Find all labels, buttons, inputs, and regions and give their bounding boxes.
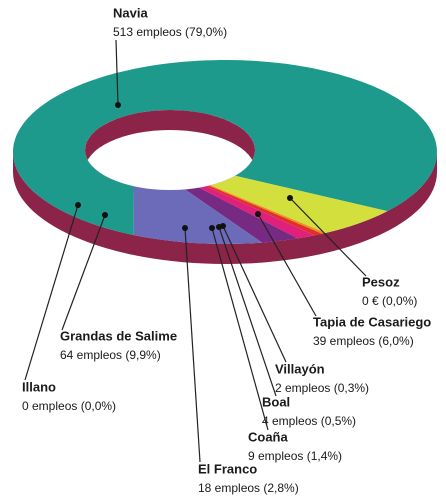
value-label: 9 empleos (1,4%) (248, 449, 342, 463)
value-label: 39 empleos (6,0%) (313, 334, 414, 348)
donut (13, 60, 437, 264)
leader-line (289, 197, 367, 277)
category-label: Grandas de Salime (60, 328, 177, 343)
leader-dot (102, 212, 108, 218)
category-label: Navia (113, 5, 148, 20)
value-label: 2 empleos (0,3%) (275, 381, 369, 395)
leader-line (218, 226, 277, 397)
leader-line (257, 213, 317, 317)
donut-slice (133, 186, 262, 244)
leader-dot (216, 224, 222, 230)
leader-line (222, 225, 287, 363)
leader-line (61, 214, 106, 331)
value-label: 18 empleos (2,8%) (198, 481, 299, 495)
category-label: Villayón (275, 361, 325, 376)
leader-dot (255, 211, 261, 217)
leader-dot (115, 102, 121, 108)
category-label: Boal (262, 394, 290, 409)
leader-dot (75, 202, 81, 208)
donut-slice (210, 175, 388, 233)
leader-line (184, 227, 201, 463)
donut-side (13, 152, 437, 264)
value-label: 0 € (0,0%) (362, 294, 417, 308)
value-label: 0 empleos (0,0%) (22, 399, 116, 413)
category-label: Tapia de Casariego (313, 314, 431, 329)
leader-dot (182, 225, 188, 231)
hole (85, 130, 255, 190)
labels: Navia 513 empleos (79,0%) Tapia de Casarie… (22, 5, 431, 495)
leader-line (211, 227, 269, 431)
leader-dot (287, 195, 293, 201)
category-label: Pesoz (362, 274, 400, 289)
donut-slice (208, 185, 326, 234)
value-label: 513 empleos (79,0%) (113, 25, 227, 39)
value-label: 64 empleos (9,9%) (60, 348, 161, 362)
donut-slice (206, 185, 323, 236)
leader-line (24, 204, 79, 381)
value-label: 4 empleos (0,5%) (262, 414, 356, 428)
leader-line (115, 39, 119, 106)
donut-slice (184, 187, 298, 243)
category-label: El Franco (198, 461, 257, 476)
category-label: Coaña (248, 429, 289, 444)
category-label: Illano (22, 379, 56, 394)
leader-dot (209, 225, 215, 231)
